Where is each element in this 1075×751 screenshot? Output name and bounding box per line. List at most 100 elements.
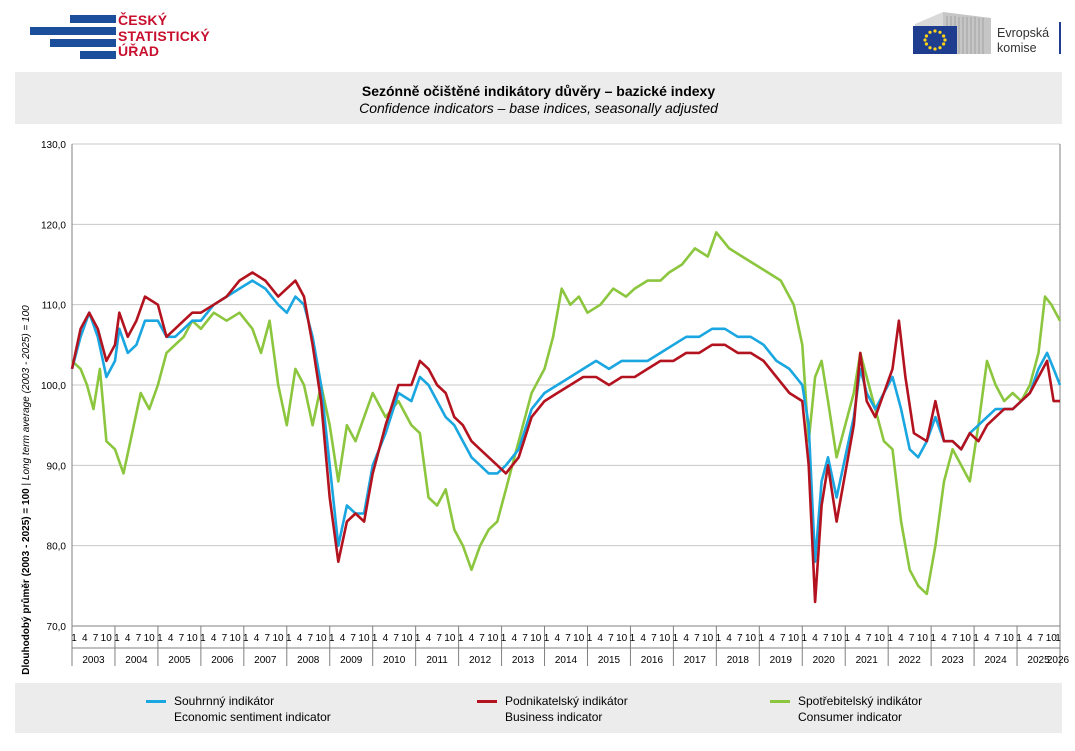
y-tick-label: 70,0 (47, 622, 67, 633)
x-month-label: 10 (659, 633, 671, 644)
legend-swatch-consumer (770, 700, 790, 703)
x-month-label: 1 (501, 633, 507, 644)
x-month-label: 1 (544, 633, 550, 644)
x-year-label: 2014 (555, 655, 578, 666)
x-month-label: 10 (788, 633, 800, 644)
y-axis-label: Dlouhodobý průměr (2003 - 2025) = 100 | … (20, 305, 32, 675)
x-month-label: 10 (917, 633, 929, 644)
x-month-label: 1 (71, 633, 77, 644)
x-month-label: 10 (358, 633, 370, 644)
csu-logo: ČESKÝ STATISTICKÝ ÚŘAD (30, 12, 210, 61)
x-month-label: 1 (1055, 633, 1061, 644)
x-month-label: 7 (1038, 633, 1044, 644)
x-month-label: 1 (759, 633, 765, 644)
x-month-label: 7 (952, 633, 958, 644)
chart-title-cz: Sezónně očištěné indikátory důvěry – baz… (361, 83, 716, 99)
y-tick-label: 120,0 (41, 220, 66, 231)
x-month-label: 1 (673, 633, 679, 644)
x-year-label: 2023 (941, 655, 964, 666)
x-year-label: 2005 (168, 655, 191, 666)
x-year-label: 2015 (598, 655, 621, 666)
y-tick-label: 90,0 (47, 461, 67, 472)
x-month-label: 10 (444, 633, 456, 644)
ec-logo: Evropská komise (895, 8, 1065, 58)
x-month-label: 1 (973, 633, 979, 644)
y-axis-label-sep: | (21, 480, 32, 485)
ec-logo-line-2: komise (997, 40, 1037, 55)
confidence-line-chart: 70,0 80,0 90,0 100,0 110,0 120,0 130,0 Dlouhod… (20, 140, 1070, 675)
x-month-label: 7 (780, 633, 786, 644)
x-month-label: 1 (415, 633, 421, 644)
x-month-label: 7 (350, 633, 356, 644)
x-month-label: 1 (372, 633, 378, 644)
y-axis-label-cz: Dlouhodobý průměr (2003 - 2025) = 100 (20, 488, 32, 675)
y-tick-label: 130,0 (41, 140, 66, 151)
x-month-label: 4 (640, 633, 646, 644)
x-month-label: 1 (157, 633, 163, 644)
x-month-label: 10 (616, 633, 628, 644)
legend-label-economic-en: Economic sentiment indicator (174, 710, 331, 724)
legend-label-consumer-cz: Spotřebitelský indikátor (798, 694, 923, 708)
legend: Souhrnný indikátor Economic sentiment in… (15, 683, 1062, 733)
legend-label-business-en: Business indicator (505, 710, 603, 724)
x-month-label: 7 (565, 633, 571, 644)
x-month-label: 7 (909, 633, 915, 644)
x-month-label: 4 (941, 633, 947, 644)
x-month-label: 10 (272, 633, 284, 644)
x-month-label: 4 (254, 633, 260, 644)
x-month-label: 4 (726, 633, 732, 644)
csu-logo-line-2: STATISTICKÝ (118, 27, 210, 44)
x-month-label: 4 (340, 633, 346, 644)
x-month-label: 4 (469, 633, 475, 644)
x-month-label: 4 (383, 633, 389, 644)
x-month-label: 7 (265, 633, 271, 644)
x-year-label: 2008 (297, 655, 320, 666)
x-month-label: 4 (211, 633, 217, 644)
legend-item-economic: Souhrnný indikátor Economic sentiment in… (146, 693, 331, 725)
x-year-label: 2017 (684, 655, 707, 666)
x-year-label: 2010 (383, 655, 406, 666)
x-month-label: 10 (187, 633, 199, 644)
csu-logo-text: ČESKÝ STATISTICKÝ ÚŘAD (118, 12, 210, 60)
x-month-label: 1 (716, 633, 722, 644)
x-month-label: 1 (630, 633, 636, 644)
legend-item-consumer: Spotřebitelský indikátor Consumer indica… (770, 693, 922, 725)
csu-logo-line-1: ČESKÝ (118, 12, 168, 28)
x-month-label: 10 (401, 633, 413, 644)
x-month-label: 7 (995, 633, 1001, 644)
x-month-label: 7 (866, 633, 872, 644)
x-year-label: 2011 (426, 655, 448, 666)
x-year-label: 2020 (813, 655, 836, 666)
x-year-label: 2026 (1047, 655, 1070, 666)
x-month-label: 4 (683, 633, 689, 644)
chart-title-box: Sezónně očištěné indikátory důvěry – baz… (15, 72, 1062, 124)
x-month-label: 7 (694, 633, 700, 644)
x-month-label: 7 (522, 633, 528, 644)
x-month-label: 1 (844, 633, 850, 644)
x-month-label: 10 (702, 633, 714, 644)
legend-swatch-business (477, 700, 497, 703)
y-tick-label: 100,0 (41, 381, 66, 392)
x-month-label: 4 (554, 633, 560, 644)
ec-logo-line-1: Evropská (997, 26, 1050, 40)
series-line-consumer (71, 231, 1062, 596)
x-month-label: 7 (608, 633, 614, 644)
x-month-label: 10 (530, 633, 542, 644)
x-month-label: 7 (136, 633, 142, 644)
x-month-label: 10 (960, 633, 972, 644)
x-month-label: 1 (930, 633, 936, 644)
x-month-label: 7 (737, 633, 743, 644)
x-month-label: 1 (243, 633, 249, 644)
ec-logo-text: Evropská komise (997, 26, 1049, 55)
x-year-label: 2024 (984, 655, 1007, 666)
x-month-label: 1 (114, 633, 120, 644)
csu-logo-bars (30, 15, 116, 59)
x-month-label: 10 (831, 633, 843, 644)
x-month-label: 1 (587, 633, 593, 644)
legend-label-consumer-en: Consumer indicator (798, 710, 903, 724)
x-month-label: 7 (222, 633, 228, 644)
y-tick-label: 110,0 (42, 301, 67, 312)
y-axis-label-en: Long term average (2003 - 2025) = 100 (21, 305, 32, 480)
x-month-label: 4 (898, 633, 904, 644)
